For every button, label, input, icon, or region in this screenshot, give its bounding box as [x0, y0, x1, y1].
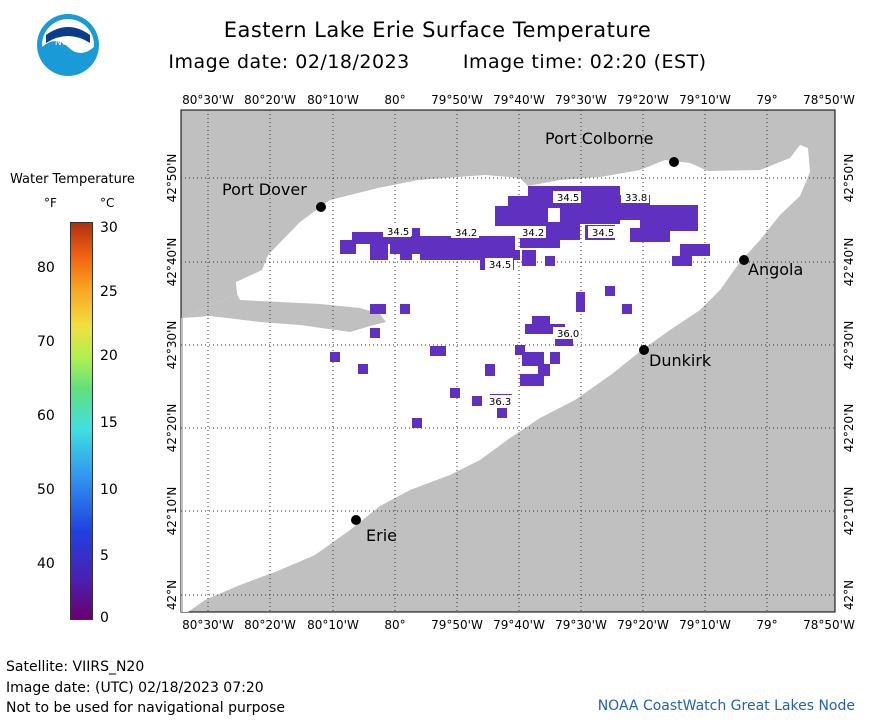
city-port-colborne: Port Colborne — [545, 129, 653, 148]
svg-text:42°20'N: 42°20'N — [165, 404, 179, 453]
c-tick: 15 — [100, 415, 118, 431]
graticule — [181, 110, 835, 612]
svg-text:79°10'W: 79°10'W — [679, 93, 731, 107]
c-tick: 0 — [100, 610, 109, 626]
svg-text:80°20'W: 80°20'W — [244, 618, 296, 632]
lat-labels-right: 42°50'N 42°40'N 42°30'N 42°20'N 42°10'N … — [842, 154, 856, 611]
temp-label: 34.2 — [522, 228, 544, 239]
svg-text:79°20'W: 79°20'W — [617, 618, 669, 632]
svg-text:78°50'W: 78°50'W — [803, 618, 855, 632]
lat-labels-left: 42°50'N 42°40'N 42°30'N 42°20'N 42°10'N … — [165, 154, 179, 611]
image-time: Image time: 02:20 (EST) — [462, 51, 707, 73]
svg-text:79°20'W: 79°20'W — [617, 93, 669, 107]
svg-text:42°30'N: 42°30'N — [842, 321, 856, 370]
svg-text:79°30'W: 79°30'W — [555, 93, 607, 107]
satellite-info: Satellite: VIIRS_N20 — [6, 659, 145, 675]
svg-text:79°: 79° — [756, 93, 777, 107]
city-port-dover: Port Dover — [222, 180, 307, 199]
svg-text:80°20'W: 80°20'W — [244, 93, 296, 107]
city-angola: Angola — [748, 260, 803, 279]
temp-label: 33.8 — [625, 193, 647, 204]
city-dunkirk: Dunkirk — [649, 351, 712, 370]
svg-text:42°30'N: 42°30'N — [165, 321, 179, 370]
disclaimer: Not to be used for navigational purpose — [6, 700, 285, 716]
f-tick: 60 — [37, 408, 55, 424]
image-date: Image date: 02/18/2023 — [168, 51, 410, 73]
svg-text:42°40'N: 42°40'N — [165, 238, 179, 287]
temp-label: 36.3 — [489, 397, 511, 408]
c-tick: 10 — [100, 482, 118, 498]
color-scale-bar — [70, 222, 93, 620]
svg-text:42°N: 42°N — [842, 580, 856, 610]
image-datetime: Image date: 02/18/2023 Image time: 02:20… — [0, 51, 875, 73]
f-tick: 50 — [37, 482, 55, 498]
c-tick: 30 — [100, 220, 118, 236]
svg-text:80°10'W: 80°10'W — [307, 618, 359, 632]
svg-text:79°40'W: 79°40'W — [493, 93, 545, 107]
svg-text:79°50'W: 79°50'W — [431, 93, 483, 107]
temp-label: 34.5 — [489, 260, 511, 271]
svg-text:79°50'W: 79°50'W — [431, 618, 483, 632]
svg-text:79°40'W: 79°40'W — [493, 618, 545, 632]
c-tick: 5 — [100, 548, 109, 564]
svg-text:42°10'N: 42°10'N — [842, 487, 856, 536]
c-tick: 25 — [100, 284, 118, 300]
noaa-logo-icon: NOAA — [37, 14, 99, 76]
logo-text: NOAA — [55, 38, 82, 48]
legend-unit-f: °F — [44, 196, 57, 210]
f-tick: 80 — [37, 260, 55, 276]
f-tick: 70 — [37, 334, 55, 350]
credit-text: NOAA CoastWatch Great Lakes Node — [597, 698, 855, 714]
svg-text:42°20'N: 42°20'N — [842, 404, 856, 453]
svg-text:80°: 80° — [384, 618, 405, 632]
temp-label: 36.0 — [557, 329, 579, 340]
f-tick: 40 — [37, 556, 55, 572]
lon-labels-top: 80°30'W 80°20'W 80°10'W 80° 79°50'W 79°4… — [182, 93, 855, 107]
svg-text:79°30'W: 79°30'W — [555, 618, 607, 632]
temp-label: 34.5 — [592, 228, 614, 239]
legend-title: Water Temperature — [10, 172, 135, 187]
lon-labels-bottom: 80°30'W 80°20'W 80°10'W 80° 79°50'W 79°4… — [182, 618, 855, 632]
temperature-labels: 34.5 33.8 34.5 34.2 34.2 34.5 34.5 36.0 … — [383, 191, 649, 408]
city-markers: Port Colborne Port Dover Angola Dunkirk … — [222, 129, 803, 545]
svg-text:80°30'W: 80°30'W — [182, 618, 234, 632]
svg-text:42°50'N: 42°50'N — [842, 154, 856, 203]
utc-date: Image date: (UTC) 02/18/2023 07:20 — [6, 680, 264, 696]
svg-text:78°50'W: 78°50'W — [803, 93, 855, 107]
svg-text:42°40'N: 42°40'N — [842, 238, 856, 287]
temp-label: 34.5 — [557, 193, 579, 204]
svg-text:80°: 80° — [384, 93, 405, 107]
map-title: Eastern Lake Erie Surface Temperature — [223, 18, 652, 42]
legend-unit-c: °C — [100, 196, 115, 210]
svg-text:79°: 79° — [756, 618, 777, 632]
svg-text:80°10'W: 80°10'W — [307, 93, 359, 107]
city-erie: Erie — [366, 526, 397, 545]
temp-label: 34.2 — [455, 228, 477, 239]
svg-text:79°10'W: 79°10'W — [679, 618, 731, 632]
svg-text:42°N: 42°N — [165, 580, 179, 610]
c-tick: 20 — [100, 348, 118, 364]
temp-label: 34.5 — [387, 227, 409, 238]
svg-text:42°50'N: 42°50'N — [165, 154, 179, 203]
svg-text:42°10'N: 42°10'N — [165, 487, 179, 536]
svg-text:80°30'W: 80°30'W — [182, 93, 234, 107]
